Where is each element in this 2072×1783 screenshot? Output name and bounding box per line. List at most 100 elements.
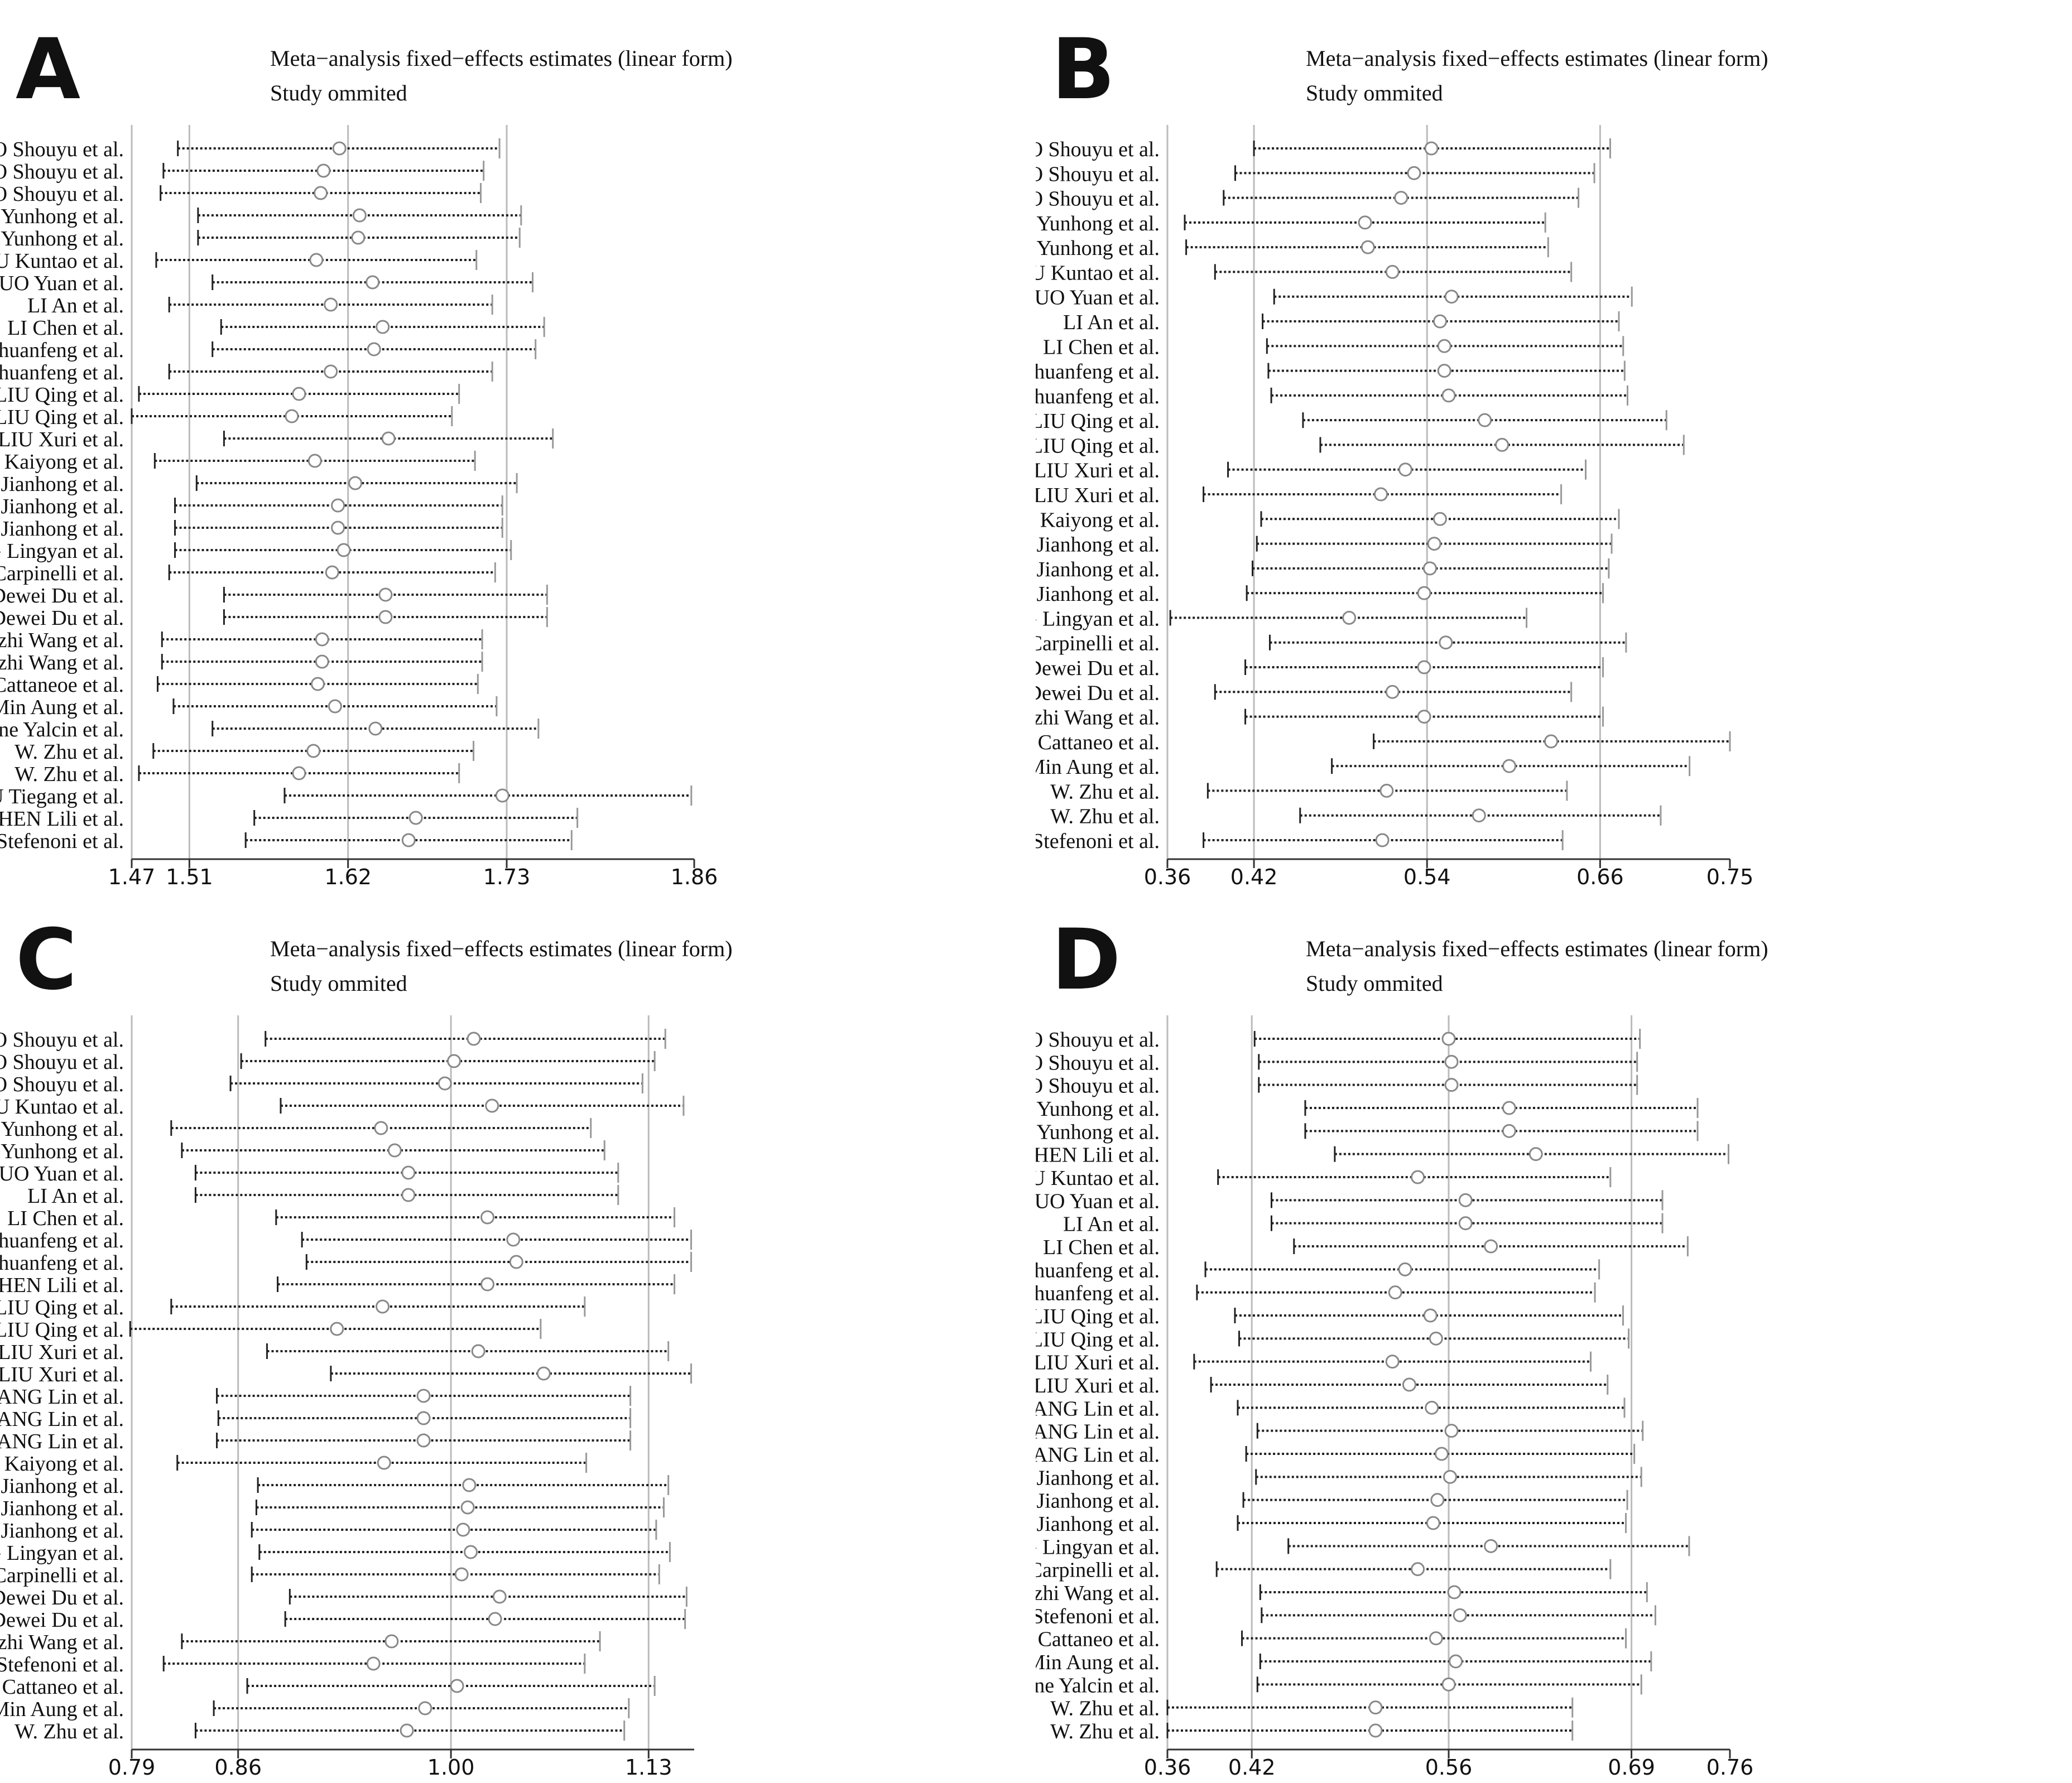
point-estimate: [1342, 610, 1357, 625]
study-label: YI Jianhong et al.: [1036, 1512, 1160, 1536]
point-estimate: [1453, 1608, 1467, 1622]
study-label: Dezhi Wang et al.: [1036, 706, 1160, 730]
study-label: GUO Yuan et al.: [0, 1162, 124, 1186]
panel-letter: D: [1051, 912, 1121, 1009]
study-label: GU Kuntao et al.: [0, 1095, 124, 1119]
point-estimate: [1379, 783, 1394, 798]
study-label: ZHANG Lingyan et al.: [0, 1541, 124, 1565]
study-label: WANG Lin et al.: [0, 1430, 124, 1453]
study-label: YAO Kaiyong et al.: [1036, 508, 1160, 532]
study-label: CAO Shouyu et al.: [1036, 138, 1160, 161]
point-estimate: [324, 297, 338, 312]
point-estimate: [1360, 240, 1375, 254]
study-label: WANG Lin et al.: [1036, 1443, 1160, 1467]
point-estimate: [401, 1188, 416, 1202]
point-estimate: [1411, 1562, 1425, 1577]
plot-subtitle: Study ommited: [1306, 80, 1443, 105]
study-label: CAO Shouyu et al.: [1036, 187, 1160, 211]
x-tick-label: 1.00: [427, 1755, 475, 1780]
study-label: LIU Qing et al.: [0, 383, 124, 407]
study-label: LIU Qing et al.: [1036, 434, 1160, 457]
study-label: W. Zhu et al.: [1050, 1720, 1160, 1743]
study-label: CAO Shouyu et al.: [1036, 1074, 1160, 1098]
point-estimate: [1407, 166, 1421, 180]
point-estimate: [1447, 1585, 1462, 1599]
study-label: W. Zhu et al.: [1050, 780, 1160, 803]
study-label: ZHANG Lingyan et al.: [1036, 607, 1160, 630]
study-label: YI Jianhong et al.: [0, 1519, 124, 1543]
plot-title: Meta−analysis fixed−effects estimates (l…: [1306, 936, 1768, 961]
study-label: Dezhi Wang et al.: [0, 651, 124, 674]
point-estimate: [374, 1121, 388, 1135]
study-label: CUI Yunhong et al.: [1036, 212, 1160, 235]
point-estimate: [509, 1255, 523, 1269]
plot-title: Meta−analysis fixed−effects estimates (l…: [1306, 46, 1768, 71]
study-label: LIU Qing et al.: [1036, 409, 1160, 433]
point-estimate: [1411, 1170, 1425, 1184]
study-label: LI An et al.: [27, 1184, 124, 1208]
study-label: Dewei Du et al.: [0, 1608, 124, 1632]
study-label: WANG Lin et al.: [1036, 1420, 1160, 1444]
point-estimate: [450, 1679, 464, 1693]
point-estimate: [1417, 660, 1431, 674]
point-estimate: [1368, 1700, 1383, 1715]
point-estimate: [400, 1723, 414, 1738]
point-estimate: [1458, 1216, 1473, 1231]
study-label: N. A. Carpinelli et al.: [0, 562, 124, 585]
study-label: CAO Shouyu et al.: [1036, 1028, 1160, 1052]
point-estimate: [324, 364, 338, 379]
point-estimate: [467, 1032, 481, 1046]
study-label: LIU Qing et al.: [1036, 1328, 1160, 1351]
point-estimate: [315, 632, 329, 647]
point-estimate: [454, 1567, 469, 1582]
point-estimate: [285, 409, 299, 423]
x-tick-label: 0.76: [1706, 1755, 1754, 1780]
study-label: Dewei Du et al.: [0, 584, 124, 608]
study-label: W. Zhu et al.: [15, 763, 124, 786]
study-label: LI An et al.: [1063, 311, 1160, 334]
study-label: Min Aung et al.: [0, 696, 124, 719]
study-label: GUO Yuan et al.: [0, 272, 124, 295]
study-label: LIU Xuri et al.: [0, 1363, 124, 1386]
point-estimate: [331, 498, 345, 513]
point-estimate: [1375, 833, 1390, 847]
point-estimate: [1472, 808, 1486, 823]
study-label: Min Aung et al.: [1036, 755, 1160, 779]
study-label: LI Chuanfeng et al.: [0, 361, 124, 384]
point-estimate: [418, 1701, 432, 1715]
point-estimate: [506, 1232, 521, 1247]
point-estimate: [1444, 1078, 1459, 1092]
point-estimate: [1429, 1631, 1443, 1646]
point-estimate: [1478, 413, 1492, 427]
study-label: Dezhi Wang et al.: [0, 629, 124, 652]
study-label: LI Chen et al.: [1043, 1236, 1160, 1259]
point-estimate: [328, 699, 342, 714]
x-tick-label: 0.69: [1608, 1755, 1655, 1780]
point-estimate: [1422, 561, 1437, 576]
point-estimate: [1423, 1308, 1438, 1323]
panel-letter: B: [1051, 21, 1115, 118]
point-estimate: [309, 253, 324, 267]
plot-subtitle: Study ommited: [1306, 971, 1443, 996]
forest-plot-d: D Meta−analysis fixed−effects estimates (…: [963, 912, 1768, 1780]
study-label: CAO Shouyu et al.: [0, 182, 124, 206]
study-label: N. A. Carpinelli et al.: [1036, 632, 1160, 656]
study-label: WANG Lin et al.: [0, 1408, 124, 1431]
study-label: LI An et al.: [1063, 1213, 1160, 1236]
study-label: ZHANG Lingyan et al.: [0, 539, 124, 563]
point-estimate: [366, 1656, 381, 1671]
study-label: LIU Xuri et al.: [0, 1341, 124, 1364]
point-estimate: [1444, 1054, 1459, 1069]
point-estimate: [464, 1545, 478, 1559]
study-label: L. Cattaneoe et al.: [0, 673, 124, 697]
plot-title: Meta−analysis fixed−effects estimates (l…: [270, 936, 733, 961]
study-label: Dewei Du et al.: [0, 606, 124, 630]
study-label: CUI Yunhong et al.: [1036, 237, 1160, 260]
point-estimate: [348, 476, 363, 490]
study-label: CHEN Lili et al.: [0, 1274, 124, 1297]
study-label: H. Stefenoni et al.: [1036, 830, 1160, 853]
point-estimate: [1458, 1193, 1473, 1207]
point-estimate: [416, 1411, 431, 1425]
panel-a: A Meta−analysis fixed−effects estimates (…: [0, 0, 1036, 890]
point-estimate: [367, 342, 381, 356]
